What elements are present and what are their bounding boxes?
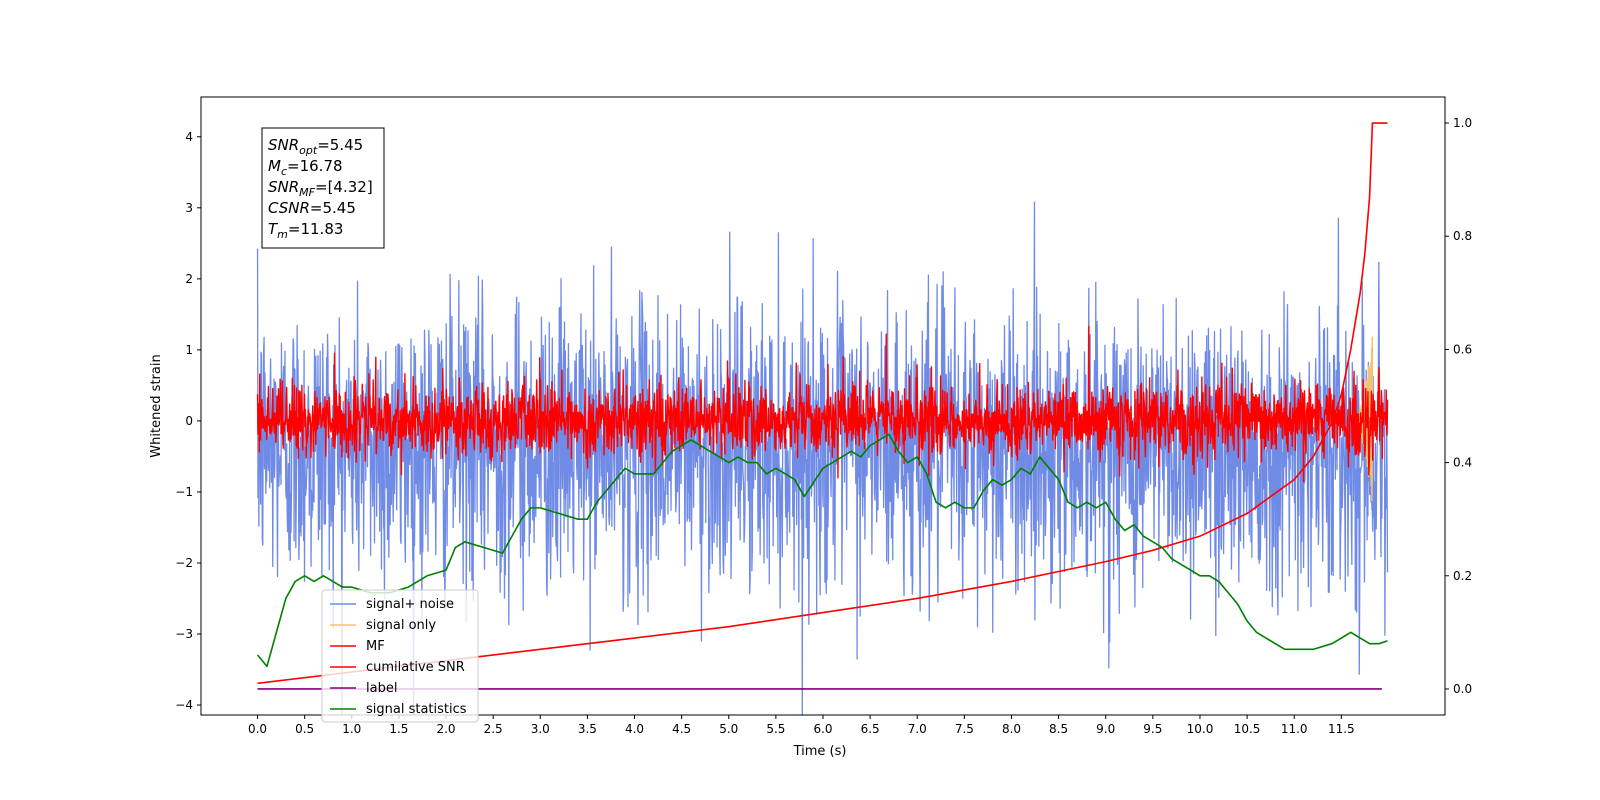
x-axis-ticks: 0.0 0.5 1.0 1.5 2.0 2.5 3.0 3.5 4.0 4.5 5.0 5.5 6.0 6…	[248, 715, 1355, 736]
y2-tick-label: 0.4	[1453, 456, 1472, 470]
y2-tick-label: 0.0	[1453, 682, 1472, 696]
legend-label: MF	[366, 639, 385, 654]
x-tick-label: 4.5	[672, 722, 691, 736]
y2-tick-label: 0.6	[1453, 342, 1472, 356]
annotation-symbol: SNR	[268, 178, 299, 196]
y-axis-label: Whitened strain	[149, 354, 164, 457]
x-tick-label: 3.0	[531, 722, 550, 736]
y2-axis-ticks: 0.0 0.2 0.4 0.6 0.8 1.0	[1445, 116, 1472, 696]
y-tick-label: 3	[185, 201, 193, 215]
annotation-line: Tm=11.83	[268, 220, 343, 241]
annotation-symbol: M	[268, 157, 281, 175]
y2-tick-label: 0.2	[1453, 569, 1472, 583]
y-tick-label: −4	[175, 698, 193, 712]
x-tick-label: 7.0	[908, 722, 927, 736]
x-tick-label: 10.5	[1234, 722, 1261, 736]
x-tick-label: 5.0	[719, 722, 738, 736]
legend-label: signal statistics	[366, 702, 467, 717]
y-tick-label: −1	[175, 485, 193, 499]
annotation-value: =5.45	[310, 199, 356, 217]
x-axis-label: Time (s)	[793, 744, 847, 759]
y2-tick-label: 1.0	[1453, 116, 1472, 130]
x-tick-label: 10.0	[1187, 722, 1214, 736]
x-tick-label: 8.5	[1049, 722, 1068, 736]
annotation-value: =5.45	[317, 136, 363, 154]
x-tick-label: 2.5	[484, 722, 503, 736]
x-tick-label: 7.5	[955, 722, 974, 736]
x-tick-label: 3.5	[578, 722, 597, 736]
x-tick-label: 5.5	[766, 722, 785, 736]
x-tick-label: 2.0	[436, 722, 455, 736]
y-tick-label: −2	[175, 556, 193, 570]
x-tick-label: 4.0	[625, 722, 644, 736]
y2-tick-label: 0.8	[1453, 229, 1472, 243]
x-tick-label: 9.0	[1096, 722, 1115, 736]
annotation-line: Mc=16.78	[268, 157, 343, 178]
annotation-line: SNRMF=[4.32]	[268, 178, 373, 199]
annotation-frame	[261, 127, 385, 249]
annotation-value: =[4.32]	[315, 178, 373, 196]
x-tick-label: 0.0	[248, 722, 267, 736]
x-tick-label: 6.0	[813, 722, 832, 736]
legend-label: signal only	[366, 618, 436, 633]
y-axis-ticks: −4 −3 −2 −1 0 1 2 3 4	[175, 130, 201, 712]
x-tick-label: 0.5	[295, 722, 314, 736]
y-tick-label: 0	[185, 414, 193, 428]
series-layer	[256, 122, 1389, 715]
x-tick-label: 11.5	[1328, 722, 1355, 736]
annotation-line: CSNR=5.45	[268, 199, 356, 217]
annotation-symbol: T	[268, 220, 279, 238]
annotation-value: =11.83	[288, 220, 344, 238]
annotation-subscript: m	[277, 228, 288, 241]
series-mf	[256, 325, 1389, 483]
annotation-value: =16.78	[287, 157, 343, 175]
y-tick-label: 2	[185, 272, 193, 286]
annotation-line: SNRopt=5.45	[268, 136, 363, 157]
legend-frame	[321, 589, 479, 723]
x-tick-label: 9.5	[1143, 722, 1162, 736]
legend-label: cumilative SNR	[366, 660, 465, 675]
annotation-symbol: SNR	[268, 136, 299, 154]
series-signal-statistics	[256, 433, 1388, 668]
stats-annotation-box: SNRopt=5.45Mc=16.78SNRMF=[4.32]CSNR=5.45…	[261, 127, 385, 249]
y-tick-label: −3	[175, 627, 193, 641]
annotation-symbol: CSNR	[268, 199, 310, 217]
series-cumilative-snr	[257, 122, 1388, 685]
annotation-subscript: c	[281, 165, 287, 178]
x-tick-label: 1.0	[342, 722, 361, 736]
y-tick-label: 4	[185, 130, 193, 144]
annotation-subscript: MF	[299, 186, 315, 199]
y-tick-label: 1	[185, 343, 193, 357]
annotation-subscript: opt	[299, 144, 318, 157]
x-tick-label: 11.0	[1281, 722, 1308, 736]
x-tick-label: 1.5	[389, 722, 408, 736]
legend-label: label	[366, 681, 397, 696]
legend-label: signal+ noise	[366, 597, 454, 612]
x-tick-label: 8.0	[1002, 722, 1021, 736]
legend: signal+ noise signal only MF cumilative SNR…	[321, 589, 479, 723]
x-tick-label: 6.5	[861, 722, 880, 736]
